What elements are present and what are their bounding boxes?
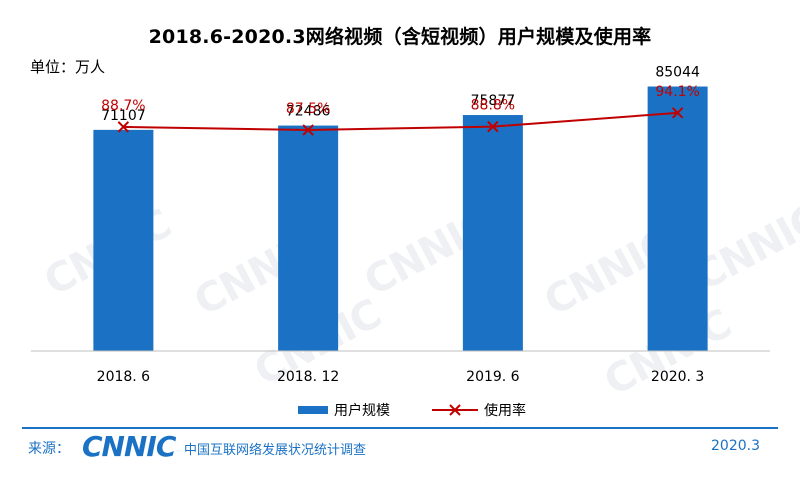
usage-rate-point (302, 124, 314, 136)
legend-bar-swatch (298, 406, 328, 414)
usage-rate-point (487, 120, 499, 133)
usage-rate-label: 88.7% (101, 98, 145, 114)
legend-line-label: 使用率 (484, 402, 526, 419)
x-tick-label: 2019. 6 (466, 369, 520, 385)
source-organization: 中国互联网络发展状况统计调查 (184, 443, 367, 458)
cnnic-logo: CNNIC (82, 430, 176, 463)
bar-value-label: 71107 (101, 108, 146, 124)
bar (647, 86, 708, 352)
usage-rate-label: 88.8% (471, 98, 515, 114)
chart-title: 2018.6-2020.3网络视频（含短视频）用户规模及使用率 (148, 26, 652, 48)
usage-rate-line (123, 111, 678, 132)
bar (93, 129, 154, 351)
usage-rate-point (671, 107, 684, 119)
x-tick-label: 2020. 3 (651, 369, 704, 385)
usage-rate-label: 87.5% (286, 101, 330, 117)
footer-divider (22, 427, 778, 429)
x-tick-label: 2018. 6 (97, 369, 151, 385)
bar-value-label: 75877 (471, 93, 516, 109)
unit-label: 单位：万人 (30, 58, 106, 76)
source-label: 来源： (28, 441, 70, 457)
source-date: 2020.3 (711, 438, 760, 454)
bar-value-label: 85044 (655, 65, 700, 81)
x-tick-label: 2018. 12 (277, 369, 339, 385)
bar-value-label: 72486 (286, 104, 331, 120)
usage-rate-point (117, 121, 130, 133)
usage-rate-label: 94.1% (655, 84, 699, 100)
legend-bar-label: 用户规模 (334, 402, 390, 419)
bar (278, 125, 339, 351)
bar (462, 115, 523, 352)
legend-line-marker (449, 404, 461, 416)
